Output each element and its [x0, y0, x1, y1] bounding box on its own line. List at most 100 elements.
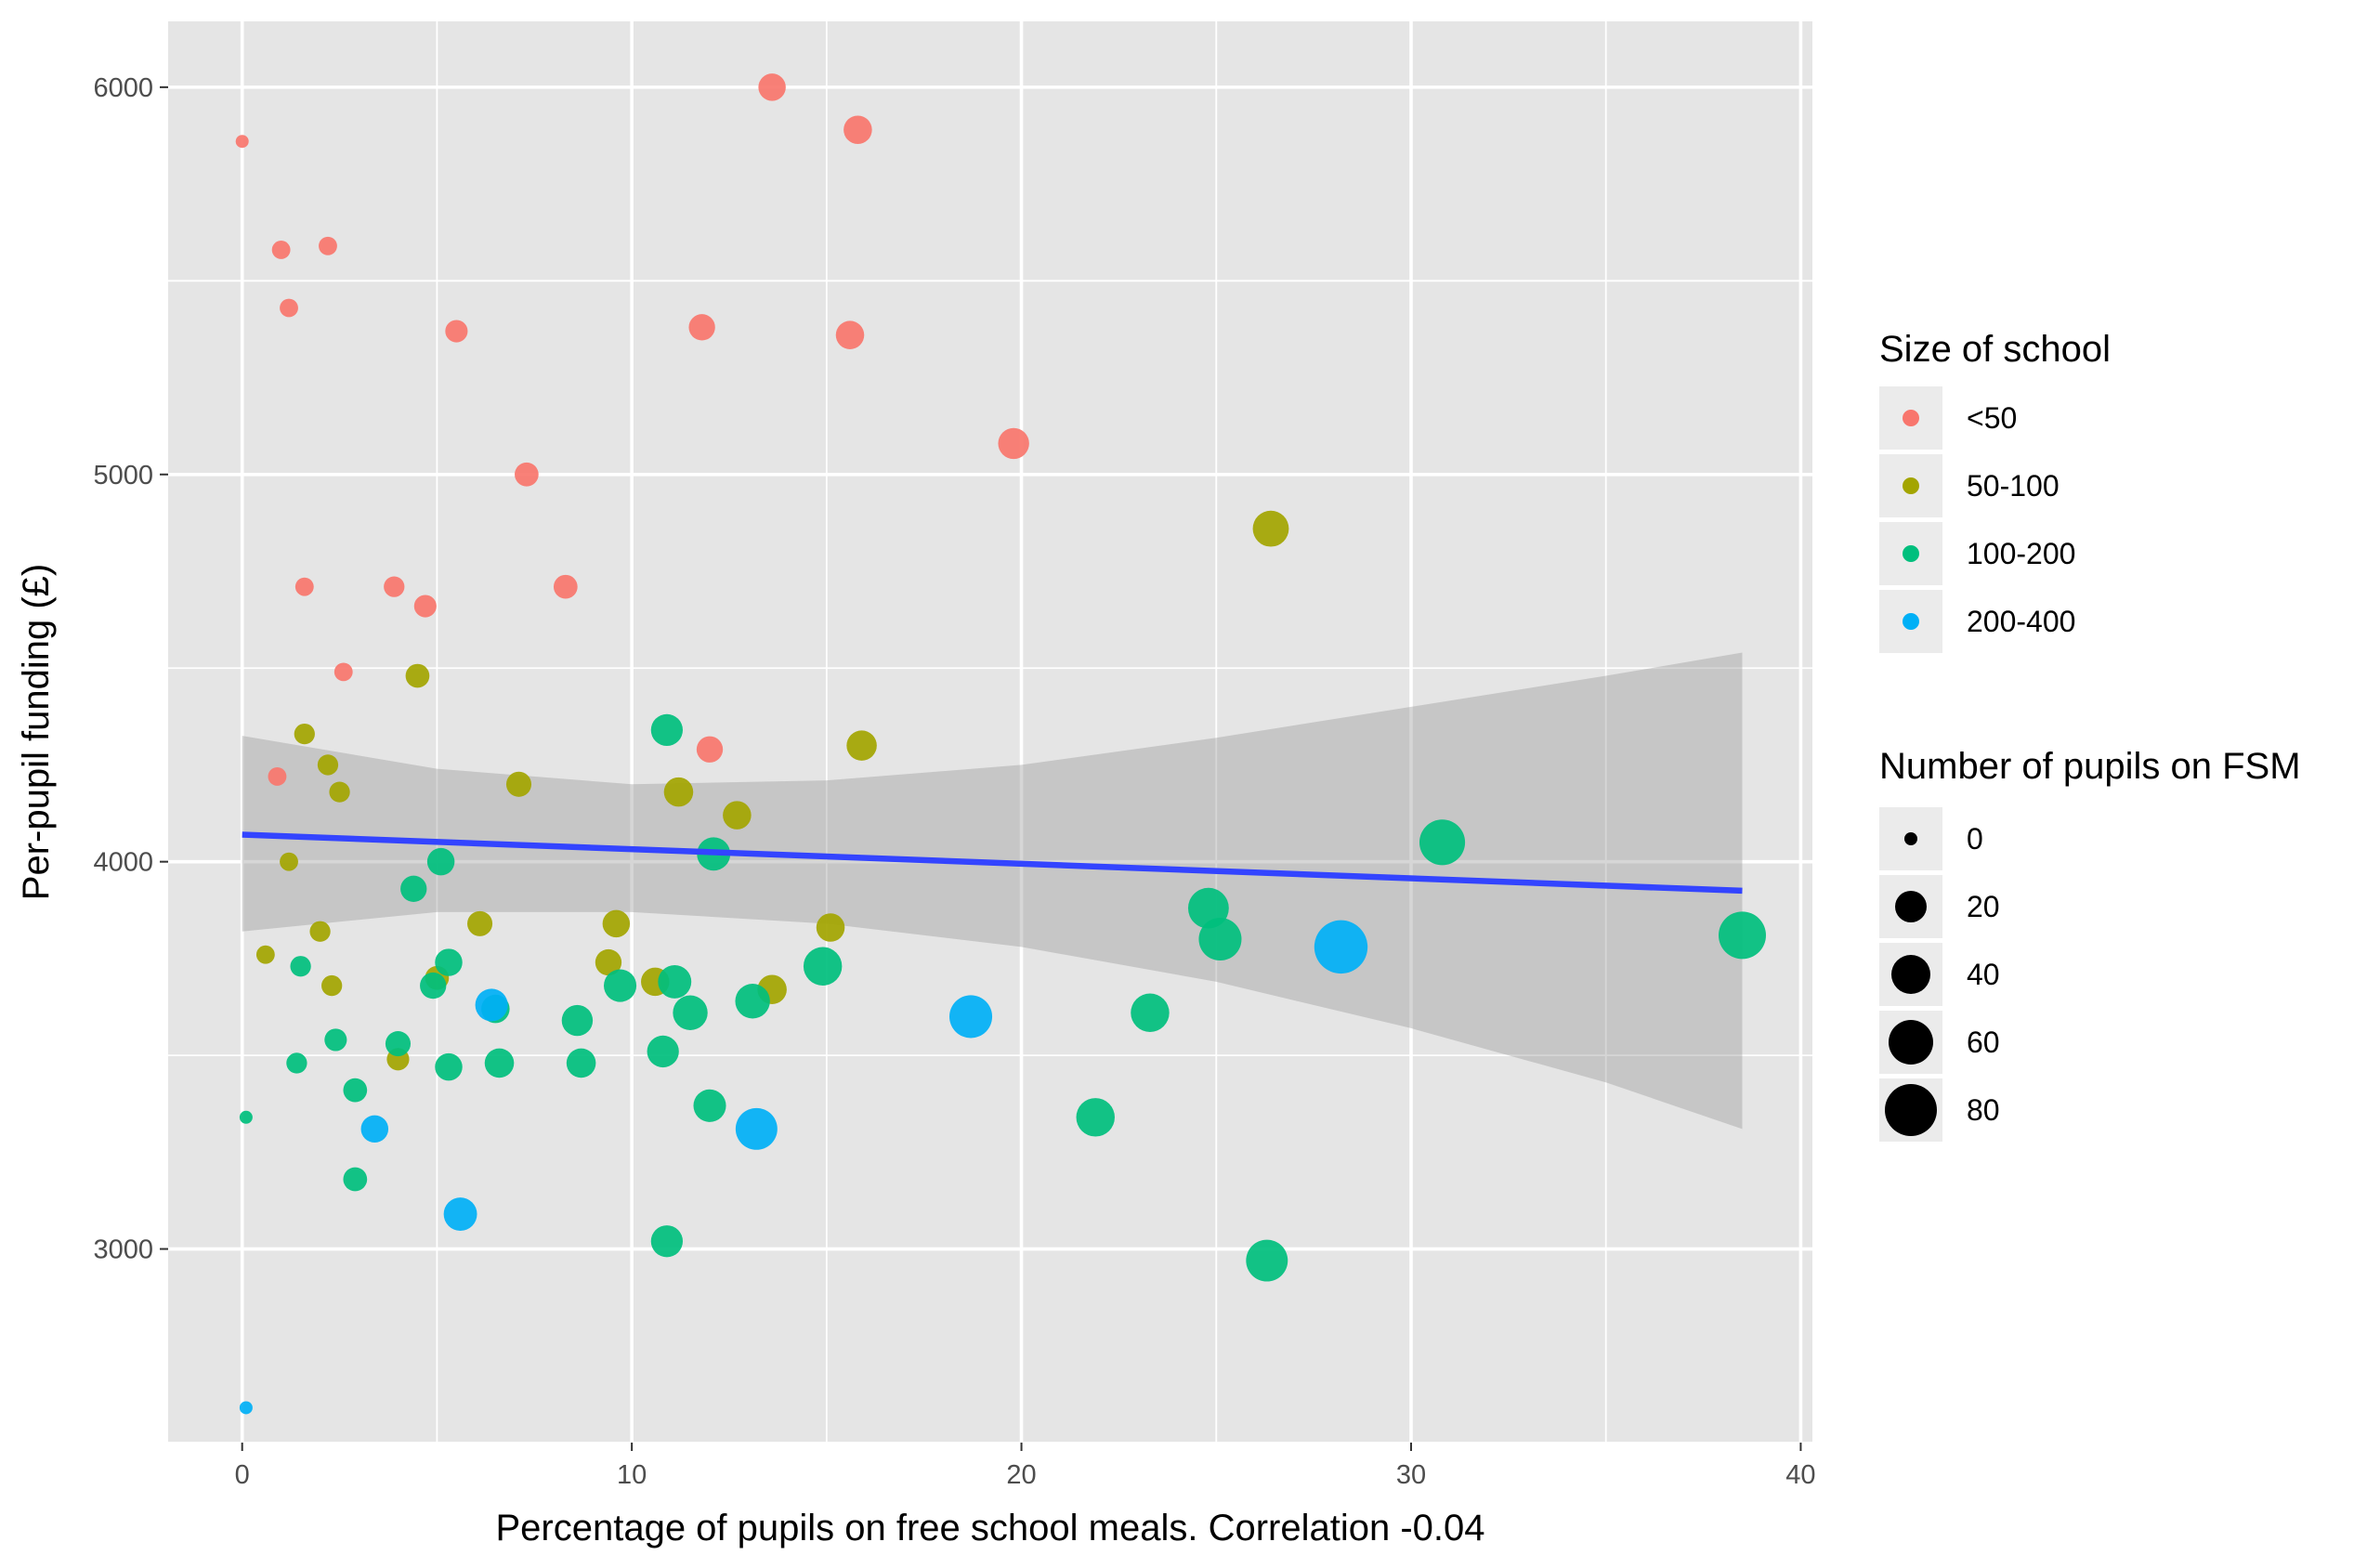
data-point [566, 1048, 596, 1078]
legend-label: 200-400 [1967, 605, 2075, 638]
legend-label: 80 [1967, 1093, 2000, 1127]
data-point [650, 1225, 684, 1258]
data-point [688, 314, 715, 341]
data-point [239, 1110, 253, 1124]
color-legend-title: Size of school [1879, 329, 2111, 370]
data-point [693, 1089, 726, 1122]
legend-size-dot [1895, 891, 1927, 922]
y-tick-label: 5000 [93, 461, 153, 490]
y-axis-ticks: 3000 4000 5000 6000 [93, 73, 168, 1265]
legend-size-dot [1904, 832, 1917, 845]
data-point [271, 241, 291, 259]
legend-label: 20 [1967, 890, 2000, 923]
x-axis-ticks: 0 10 20 30 40 [235, 1443, 1816, 1490]
x-tick-label: 0 [235, 1460, 250, 1490]
y-tick-label: 4000 [93, 848, 153, 878]
data-point [723, 801, 752, 830]
data-point [1076, 1098, 1115, 1137]
data-point [647, 1035, 679, 1068]
data-point [1314, 920, 1368, 974]
legend-label: 60 [1967, 1026, 2000, 1059]
data-point [1246, 1239, 1288, 1282]
data-point [673, 995, 708, 1030]
legend-key-dot [1903, 545, 1919, 562]
y-tick-label: 3000 [93, 1235, 153, 1265]
color-legend-keys: <50 50-100 100-200 200-400 [1879, 386, 2075, 653]
data-point [658, 964, 692, 999]
color-legend: Size of school <50 50-100 100-200 200-400 [1879, 329, 2111, 653]
data-point [343, 1167, 368, 1192]
data-point [843, 115, 872, 145]
data-point [343, 1078, 368, 1103]
legend-key-dot [1903, 477, 1919, 494]
data-point [650, 713, 684, 747]
data-point [505, 771, 532, 797]
legend-size-dot [1885, 1084, 1937, 1136]
data-point [816, 913, 845, 942]
y-axis-title: Per-pupil funding (£) [16, 564, 57, 900]
data-point [835, 320, 865, 349]
data-point [484, 1048, 515, 1078]
data-point [286, 1052, 307, 1074]
data-point [280, 852, 298, 871]
data-point [268, 767, 287, 786]
data-point [321, 974, 343, 997]
data-point [420, 972, 447, 1000]
data-point [235, 135, 249, 149]
confidence-band [242, 652, 1743, 1130]
data-point [280, 298, 298, 318]
data-point [949, 995, 993, 1039]
data-point [561, 1004, 594, 1037]
y-tick-label: 6000 [93, 73, 153, 103]
data-point [1419, 819, 1466, 866]
data-point [758, 73, 786, 101]
data-point [329, 781, 350, 803]
data-point [319, 236, 337, 255]
data-point [360, 1115, 389, 1143]
data-point [1131, 993, 1170, 1032]
data-point [445, 320, 468, 343]
data-point [405, 663, 430, 688]
legend-label: 0 [1967, 822, 1983, 856]
legend-key-dot [1903, 613, 1919, 630]
data-point [1252, 510, 1289, 547]
data-point [435, 948, 463, 976]
data-point [735, 984, 770, 1019]
confidence-ribbon [242, 652, 1743, 1130]
data-points [235, 73, 1767, 1415]
size-legend-title: Number of pupils on FSM [1879, 746, 2301, 787]
x-tick-label: 40 [1785, 1460, 1815, 1490]
data-point [426, 847, 455, 876]
legend-label: 40 [1967, 958, 2000, 991]
data-point [294, 723, 315, 745]
data-point [400, 875, 427, 903]
legend-key-dot [1903, 410, 1919, 426]
data-point [475, 988, 508, 1022]
plot-panel [168, 21, 1812, 1443]
data-point [333, 662, 353, 682]
legend-label: <50 [1967, 401, 2017, 435]
data-point [663, 777, 694, 807]
size-legend: Number of pupils on FSM 0 20 40 60 80 [1879, 746, 2301, 1142]
regression-line [242, 831, 1743, 895]
data-point [239, 1401, 253, 1415]
data-point [998, 427, 1029, 460]
data-point [553, 574, 578, 599]
data-point [413, 595, 437, 618]
legend-size-dot [1891, 955, 1930, 994]
legend-label: 50-100 [1967, 469, 2060, 503]
data-point [467, 910, 493, 936]
data-point [255, 945, 275, 964]
data-point [324, 1028, 347, 1052]
trend-line [242, 831, 1743, 895]
legend-size-dot [1889, 1020, 1933, 1065]
data-point [1198, 918, 1242, 961]
data-point [696, 736, 724, 763]
x-tick-label: 10 [617, 1460, 647, 1490]
data-point [595, 948, 622, 976]
data-point [602, 909, 631, 938]
data-point [384, 576, 405, 597]
legend-label: 100-200 [1967, 537, 2075, 570]
data-point [309, 921, 331, 942]
